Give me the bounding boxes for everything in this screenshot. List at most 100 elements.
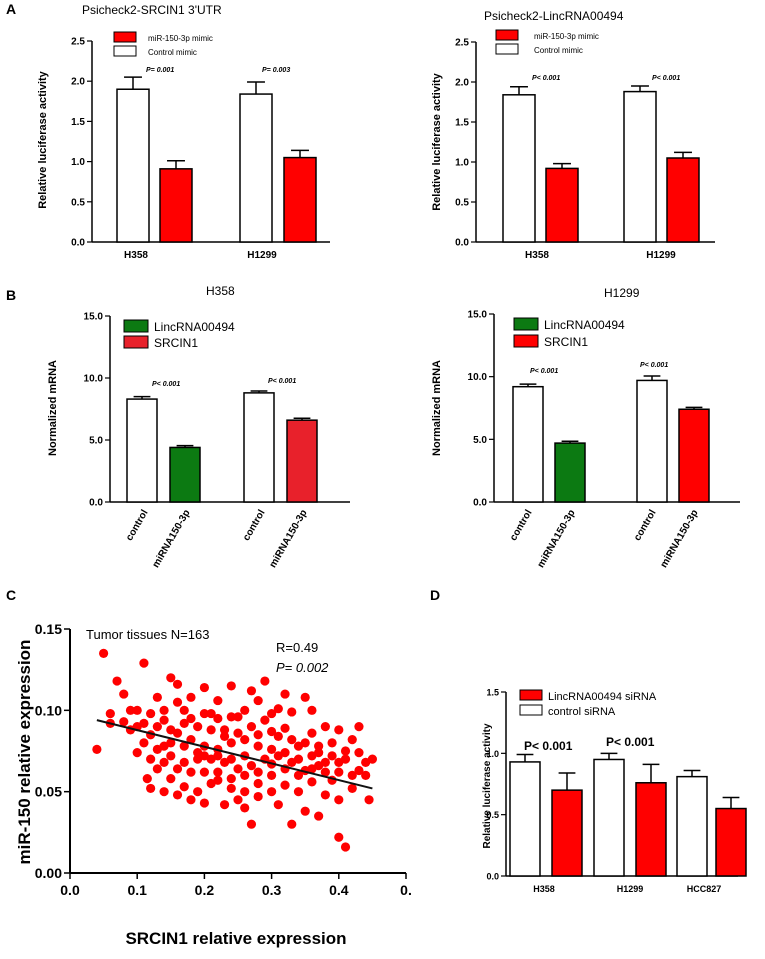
chart-c-point <box>139 658 149 668</box>
chart-c-point <box>166 673 176 683</box>
chart-a1-ytick-label: 1.0 <box>71 157 85 168</box>
chart-c-point <box>240 735 250 745</box>
chart-a2-legend-label-1: Control mimic <box>534 46 583 55</box>
chart-c-point <box>226 681 236 691</box>
chart-c-point <box>334 795 344 805</box>
chart-a2-category-1: H1299 <box>646 250 676 261</box>
chart-b2-1-bar <box>554 442 586 503</box>
chart-c-point <box>99 648 109 659</box>
chart-b2-category-0: control <box>508 508 535 543</box>
chart-c-point <box>273 731 283 741</box>
chart-c-point <box>300 692 310 702</box>
chart-a2-category-0: H358 <box>525 250 549 261</box>
chart-c-point <box>267 770 277 781</box>
chart-b2-category-2: control <box>632 508 659 543</box>
chart-c-point <box>139 718 149 728</box>
chart-b1-ytick-label: 5.0 <box>89 436 103 447</box>
chart-a1-ytick-label: 1.5 <box>71 117 85 128</box>
chart-c-point <box>119 717 129 727</box>
chart-c-point <box>112 676 122 686</box>
chart-d-legend-label-1: control siRNA <box>548 706 616 718</box>
chart-c-point <box>320 767 330 777</box>
chart-a1-legend-label-1: Control mimic <box>148 48 197 57</box>
chart-c-point <box>334 725 344 735</box>
chart-c-point <box>166 738 176 748</box>
chart-c-point <box>125 705 136 715</box>
chart-b2-3-bar <box>678 408 710 503</box>
chart-c-point <box>172 790 183 800</box>
chart-d-ytick-label: 1.0 <box>486 749 499 759</box>
chart-a1-ytick-label: 0.0 <box>71 238 85 249</box>
chart-c-point <box>179 718 189 728</box>
chart-b2-category-1: miRNA150-3p <box>536 508 578 570</box>
chart-c-p-value: P= 0.002 <box>276 660 329 675</box>
chart-c-point <box>267 744 277 754</box>
chart-c-point <box>146 708 156 719</box>
chart-c-point <box>219 800 230 810</box>
chart-c-xlabel: SRCIN1 relative expression <box>125 929 346 948</box>
chart-c-ytick-label: 0.10 <box>35 702 62 718</box>
chart-c-point <box>240 803 250 813</box>
chart-c-point <box>193 722 203 732</box>
chart-c-point <box>172 764 183 774</box>
chart-c-point <box>105 708 115 719</box>
chart-b2-legend-swatch-1 <box>513 334 539 348</box>
chart-c-ytick-label: 0.15 <box>35 621 62 637</box>
chart-c-point <box>280 780 290 790</box>
chart-b1-pvalue-0: P< 0.001 <box>152 381 180 388</box>
chart-c-point <box>347 770 357 781</box>
chart-c-point <box>253 730 263 740</box>
chart-c-point <box>213 713 223 724</box>
chart-d-category-2: HCC827 <box>687 884 722 894</box>
chart-c-point <box>354 722 364 732</box>
chart-b2-ytick-label: 15.0 <box>468 310 488 321</box>
chart-b1-legend-label-1: SRCIN1 <box>154 336 198 350</box>
chart-b2-ylabel: Normalized mRNA <box>431 360 443 456</box>
chart-a2-ytick-label: 1.0 <box>455 158 469 169</box>
chart-c-point <box>186 713 196 724</box>
chart-c-point <box>166 751 176 761</box>
chart-d-category-0: H358 <box>533 884 555 894</box>
chart-c-point <box>219 725 230 735</box>
chart-c-point <box>260 715 270 725</box>
chart-c-point <box>179 741 189 751</box>
chart-a2-ylabel: Relative luciferase activity <box>431 72 443 210</box>
chart-a1: Psicheck2-SRCIN1 3'UTR Relative lucifera… <box>37 3 330 261</box>
chart-c-point <box>347 783 357 794</box>
chart-c-point <box>293 787 304 797</box>
chart-c-point <box>213 751 223 761</box>
chart-c-point <box>179 782 189 792</box>
chart-a2-ytick-label: 2.0 <box>455 78 469 89</box>
chart-c-point <box>152 692 162 702</box>
chart-c-point <box>253 778 263 789</box>
chart-b1-1-bar <box>169 446 201 503</box>
panel-letter-b: B <box>6 287 16 303</box>
chart-c-xtick-label: 0.4 <box>329 882 349 898</box>
chart-c-point <box>300 806 310 816</box>
chart-c-point <box>226 738 236 748</box>
chart-c-point <box>267 726 277 737</box>
chart-c-point <box>253 695 263 706</box>
chart-a1-control-bar <box>239 93 273 243</box>
chart-b1-category-3: miRNA150-3p <box>268 508 310 570</box>
chart-c-point <box>159 715 169 725</box>
chart-b2-legend-swatch-0 <box>513 317 539 331</box>
chart-a1-ylabel: Relative luciferase activity <box>37 70 49 208</box>
chart-a2-control-bar <box>502 94 536 243</box>
chart-c-point <box>287 819 297 829</box>
chart-c-point <box>293 754 304 764</box>
chart-c-point <box>186 795 196 805</box>
chart-c-point <box>213 767 223 777</box>
chart-b2-ytick-label: 0.0 <box>473 498 487 509</box>
chart-c-point <box>132 705 142 715</box>
chart-c-point <box>199 682 209 693</box>
chart-c-point <box>334 832 344 842</box>
chart-c-point <box>340 746 351 756</box>
chart-b1-legend-label-0: LincRNA00494 <box>154 320 235 334</box>
chart-c-point <box>172 697 183 707</box>
chart-c-point <box>146 754 156 764</box>
chart-c-point <box>300 738 310 748</box>
chart-d-sirna-bar <box>635 782 667 877</box>
chart-b1-2-bar <box>243 392 275 503</box>
chart-c-point <box>199 708 209 719</box>
